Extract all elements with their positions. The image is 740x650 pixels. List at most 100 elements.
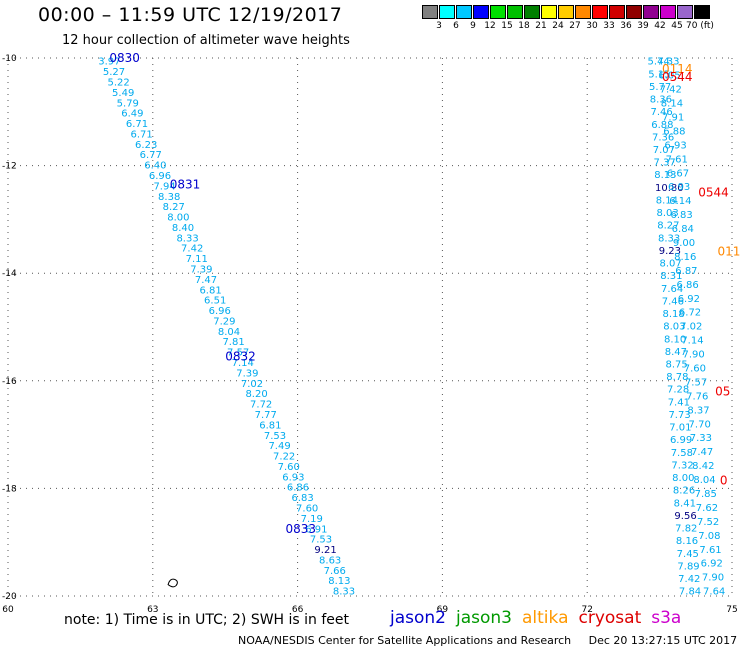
wave-height-value: 9.56 xyxy=(674,511,696,522)
wave-height-value: 6.84 xyxy=(672,224,694,235)
wave-height-value: 8.13 xyxy=(654,170,676,181)
legend-swatch-2 xyxy=(456,5,472,19)
legend-label: 6 xyxy=(453,21,459,31)
lon-tick-label: 72 xyxy=(581,605,592,615)
lat-tick-label: -16 xyxy=(2,377,17,387)
wave-height-value: 6.87 xyxy=(675,266,697,277)
wave-height-value: 7.36 xyxy=(652,132,674,143)
legend-swatch-1 xyxy=(439,5,455,19)
wave-height-value: 6.81 xyxy=(259,420,281,431)
wave-height-value: 7.58 xyxy=(671,448,693,459)
wave-height-value: 8.38 xyxy=(158,192,180,203)
wave-height-value: 7.28 xyxy=(667,385,689,396)
wave-height-value: 7.08 xyxy=(698,531,720,542)
wave-height-value: 7.32 xyxy=(671,460,693,471)
wave-height-value: 5.22 xyxy=(107,77,129,88)
wave-height-value: 8.26 xyxy=(673,486,695,497)
wave-height-value: 7.53 xyxy=(310,535,332,546)
legend-label: 15 xyxy=(501,21,513,31)
wave-height-value: 7.53 xyxy=(264,431,286,442)
wave-height-value: 7.57 xyxy=(685,377,707,388)
wave-height-value: 7.37 xyxy=(654,158,676,169)
wave-height-value: 6.92 xyxy=(701,559,723,570)
wave-height-value: 6.83 xyxy=(670,210,692,221)
track-time-label: 0113 xyxy=(718,245,740,259)
lat-tick-label: -12 xyxy=(2,162,17,172)
wave-height-value: 7.85 xyxy=(695,489,717,500)
wave-height-value: 8.33 xyxy=(176,233,198,244)
wave-height-value: 7.47 xyxy=(195,275,217,286)
legend-swatch-11 xyxy=(609,5,625,19)
satellite-legend-s3a: s3a xyxy=(651,608,682,628)
legend-label: 45 xyxy=(671,21,683,31)
wave-height-value: 6.71 xyxy=(130,129,152,140)
wave-height-value: 6.67 xyxy=(667,168,689,179)
wave-height-value: 7.42 xyxy=(181,244,203,255)
wave-height-value: 7.60 xyxy=(684,363,706,374)
wave-height-value: 7.42 xyxy=(678,574,700,585)
wave-height-value: 7.33 xyxy=(657,57,679,68)
wave-height-value: 6.88 xyxy=(663,126,685,137)
legend-swatch-16 xyxy=(694,5,710,19)
wave-height-value: 8.00 xyxy=(672,473,694,484)
wave-height-value: 7.11 xyxy=(186,254,208,265)
wave-height-value: 8.03 xyxy=(663,322,685,333)
legend-swatch-5 xyxy=(507,5,523,19)
wave-height-value: 5.49 xyxy=(112,88,134,99)
satellite-legend-jason3: jason3 xyxy=(456,608,512,628)
wave-height-value: 7.72 xyxy=(250,400,272,411)
wave-height-value: 7.29 xyxy=(213,316,235,327)
wave-height-value: 3.97 xyxy=(98,57,120,68)
satellite-legend-cryosat: cryosat xyxy=(578,608,642,628)
wave-height-value: 7.91 xyxy=(662,112,684,123)
wave-height-value: 7.82 xyxy=(675,524,697,535)
wave-height-value: 5.27 xyxy=(103,67,125,78)
wave-height-value: 7.42 xyxy=(660,85,682,96)
wave-height-value: 7.46 xyxy=(651,107,673,118)
wave-height-value: 6.83 xyxy=(291,493,313,504)
island-outline xyxy=(167,578,178,588)
wave-height-value: 6.81 xyxy=(199,285,221,296)
wave-height-value: 7.19 xyxy=(301,514,323,525)
wave-height-value: 8.04 xyxy=(693,475,715,486)
wave-height-value: 7.01 xyxy=(669,423,691,434)
wave-height-value: 6.23 xyxy=(135,140,157,151)
wave-height-value: 7.49 xyxy=(268,441,290,452)
legend-label: 9 xyxy=(470,21,476,31)
wave-height-value: 6.99 xyxy=(670,435,692,446)
wave-height-value: 10.80 xyxy=(655,183,684,194)
wave-height-value: 6.96 xyxy=(149,171,171,182)
legend-label: 30 xyxy=(586,21,598,31)
wave-height-value: 7.73 xyxy=(668,410,690,421)
wave-height-value: 7.39 xyxy=(190,265,212,276)
wave-height-value: 6.93 xyxy=(282,472,304,483)
legend-label: 39 xyxy=(637,21,649,31)
wave-height-value: 6.77 xyxy=(140,150,162,161)
lat-tick-label: -20 xyxy=(2,592,17,602)
wave-height-value: 7.60 xyxy=(296,503,318,514)
wave-height-value: 7.02 xyxy=(680,322,702,333)
wave-height-color-legend xyxy=(422,5,711,19)
wave-height-value: 8.03 xyxy=(656,208,678,219)
wave-height-value: 9.21 xyxy=(314,545,336,556)
wave-height-value: 7.90 xyxy=(702,573,724,584)
wave-height-value: 7.64 xyxy=(661,284,683,295)
legend-label: 12 xyxy=(484,21,496,31)
legend-swatch-12 xyxy=(626,5,642,19)
track-time-label: 0832 xyxy=(225,350,256,364)
legend-label: 21 xyxy=(535,21,547,31)
legend-swatch-4 xyxy=(490,5,506,19)
wave-height-value: 6.88 xyxy=(651,120,673,131)
wave-height-value: 7.46 xyxy=(662,296,684,307)
lon-tick-label: 60 xyxy=(2,605,14,615)
wave-height-value: 7.45 xyxy=(677,549,699,560)
lat-tick-label: -18 xyxy=(2,484,17,494)
wave-height-value: 8.33 xyxy=(658,233,680,244)
track-time-label: 0831 xyxy=(170,177,201,191)
wave-height-value: 6.71 xyxy=(126,119,148,130)
wave-height-value: 7.14 xyxy=(681,336,703,347)
wave-height-value: 7.77 xyxy=(255,410,277,421)
wave-height-value: 7.57 xyxy=(227,348,249,359)
wave-height-value: 7.14 xyxy=(232,358,254,369)
wave-height-value: 8.41 xyxy=(674,498,696,509)
